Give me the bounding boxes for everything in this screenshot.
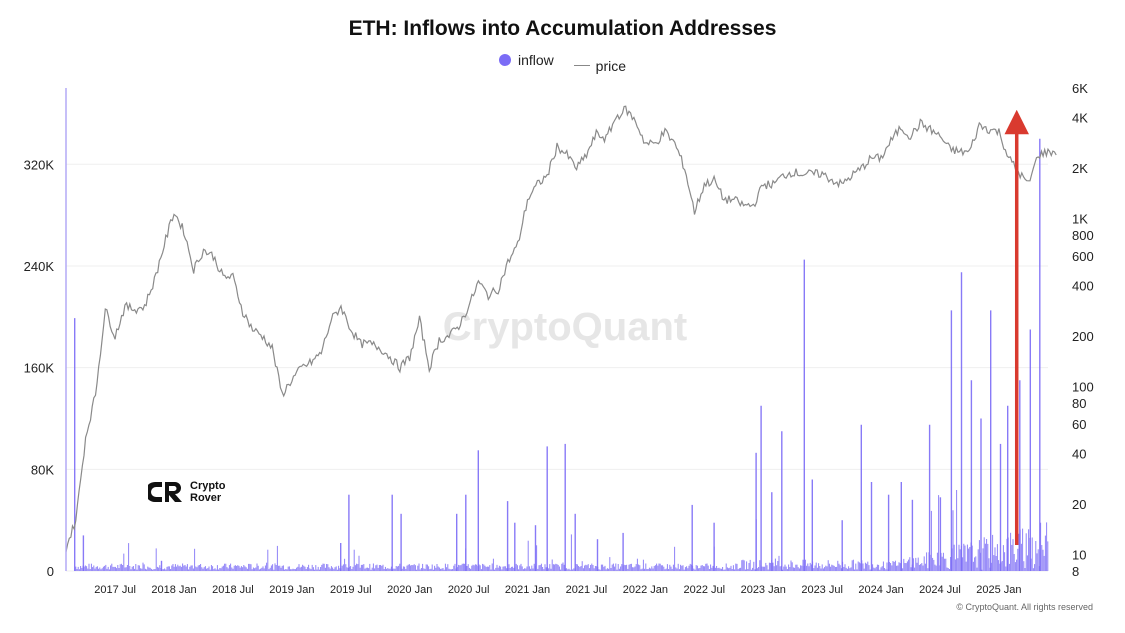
chart-title: ETH: Inflows into Accumulation Addresses <box>348 17 777 40</box>
x-tick-label: 2022 Jan <box>623 584 668 596</box>
x-tick-label: 2019 Jul <box>330 584 372 596</box>
right-tick-label: 60 <box>1072 417 1086 432</box>
right-tick-label: 4K <box>1072 111 1088 126</box>
x-tick-label: 2024 Jan <box>858 584 903 596</box>
x-tick-label: 2020 Jan <box>387 584 432 596</box>
x-tick-label: 2018 Jan <box>151 584 196 596</box>
right-tick-label: 8 <box>1072 564 1079 579</box>
right-tick-label: 6K <box>1072 81 1088 96</box>
legend-inflow-swatch <box>498 54 511 66</box>
legend-price-label: price <box>595 57 627 74</box>
x-tick-label: 2021 Jul <box>566 584 608 596</box>
x-tick-label: 2021 Jan <box>505 584 550 596</box>
left-tick-label: 0 <box>47 564 54 579</box>
x-tick-label: 2018 Jul <box>212 584 254 596</box>
x-tick-label: 2025 Jan <box>976 584 1021 596</box>
legend-item-price[interactable]: price <box>573 57 627 74</box>
x-tick-label: 2019 Jan <box>269 584 314 596</box>
legend-item-inflow[interactable]: inflow <box>498 52 554 68</box>
logo-text-line2: Rover <box>190 492 222 504</box>
legend: inflow price <box>0 52 1125 74</box>
price-line <box>65 105 1057 553</box>
x-tick-label: 2024 Jul <box>919 584 961 596</box>
left-tick-label: 160K <box>24 361 55 376</box>
right-tick-label: 1K <box>1072 212 1088 227</box>
watermark: CryptoQuant <box>443 305 687 349</box>
x-tick-label: 2023 Jul <box>801 584 843 596</box>
legend-price-swatch <box>573 65 590 66</box>
left-tick-label: 320K <box>24 157 55 172</box>
right-tick-label: 100 <box>1072 380 1094 395</box>
right-tick-label: 40 <box>1072 447 1086 462</box>
x-tick-label: 2023 Jan <box>741 584 786 596</box>
left-tick-label: 240K <box>24 259 55 274</box>
right-tick-label: 80 <box>1072 396 1086 411</box>
crypto-rover-logo: Crypto Rover <box>148 478 225 506</box>
x-tick-label: 2017 Jul <box>94 584 136 596</box>
crypto-rover-logo-icon <box>148 482 182 502</box>
right-tick-label: 10 <box>1072 548 1086 563</box>
right-tick-label: 600 <box>1072 249 1094 264</box>
copyright-footer: © CryptoQuant. All rights reserved <box>956 602 1093 612</box>
left-tick-label: 80K <box>31 462 54 477</box>
right-tick-label: 2K <box>1072 161 1088 176</box>
legend-inflow-label: inflow <box>517 52 554 68</box>
right-tick-label: 20 <box>1072 497 1086 512</box>
logo-text-line1: Crypto <box>190 480 226 492</box>
x-tick-label: 2020 Jul <box>448 584 490 596</box>
right-tick-label: 200 <box>1072 329 1094 344</box>
x-tick-label: 2022 Jul <box>684 584 726 596</box>
right-tick-label: 400 <box>1072 279 1094 294</box>
right-tick-label: 800 <box>1072 228 1094 243</box>
